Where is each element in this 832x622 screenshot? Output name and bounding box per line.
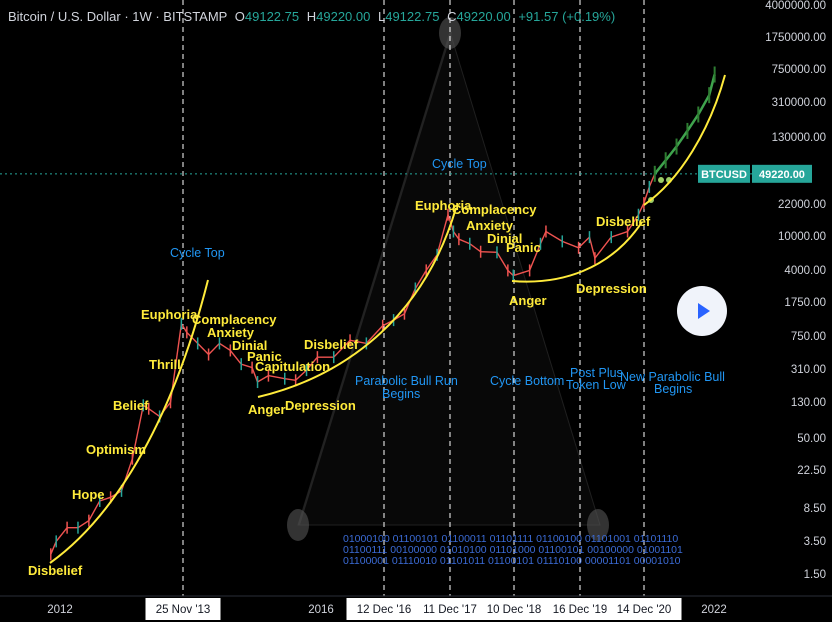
y-tick-label: 22000.00 [778,199,826,211]
ticker-badge [698,164,750,183]
cycle-phase-label: Disbelief [28,563,83,578]
y-tick-label: 1.50 [804,569,826,581]
x-tick-label: 2012 [47,604,73,616]
price-badge-value: 49220.00 [759,169,805,181]
binary-text-line: 01100111 00100000 01010100 01101000 0110… [343,544,683,556]
close-value: 49220.00 [456,9,511,24]
play-icon [698,303,710,319]
low-value: 49122.75 [385,9,440,24]
cycle-phase-label: Depression [576,281,647,296]
projection-dot [658,177,664,183]
y-tick-label: 750.00 [791,331,826,343]
x-tick-highlight [346,598,422,620]
ticker-badge-label: BTCUSD [701,169,747,181]
x-tick-label: 2016 [308,604,334,616]
y-tick-label: 22.50 [797,465,826,477]
cycle-annotation: New Parabolic Bull [620,370,725,384]
y-tick-label: 310.00 [791,364,826,376]
x-tick-label: 11 Dec '17 [423,604,477,616]
cycle-phase-label: Euphoria [141,307,198,322]
y-tick-label: 3.50 [804,536,826,548]
cycle-phase-label: Optimism [86,442,146,457]
symbol-title: Bitcoin / U.S. Dollar · 1W · BITSTAMP [8,9,228,24]
high-label: H [306,9,317,24]
cycle-phase-label: Anxiety [466,218,514,233]
y-tick-label: 310000.00 [772,97,826,109]
cycle-phase-label: Thrill [149,357,181,372]
cycle-annotation: Begins [654,382,692,396]
y-tick-label: 4000.00 [784,265,826,277]
parabolic-curve [257,207,457,398]
change-value: +91.57 (+0.19%) [518,9,616,24]
y-tick-label: 50.00 [797,433,826,445]
y-tick-label: 4000000.00 [765,0,826,12]
price-badge [752,164,812,183]
cycle-phase-label: Hope [72,487,105,502]
cycle-phase-label: Depression [285,398,356,413]
parabolic-curve [49,279,209,564]
parabolic-curve [643,74,726,206]
cycle-phase-label: Dinial [232,338,267,353]
y-tick-label: 130.00 [791,397,826,409]
cycle-phase-label: Dinial [487,231,522,246]
low-label: L [377,9,386,24]
cycle-annotation: Parabolic Bull Run [355,374,458,388]
cycle-phase-label: Capitulation [255,359,330,374]
cycle-annotation: Cycle Top [170,246,225,260]
x-tick-label: 10 Dec '18 [487,604,542,616]
x-tick-label: 12 Dec '16 [357,604,412,616]
chart-header: Bitcoin / U.S. Dollar · 1W · BITSTAMP O4… [8,9,615,24]
x-tick-highlight [476,598,552,620]
y-tick-label: 130000.00 [772,132,826,144]
binary-text-line: 01100001 01110010 01101011 01100101 0111… [343,555,681,567]
y-tick-label: 750000.00 [772,64,826,76]
cycle-phase-label: Complacency [452,202,537,217]
high-value: 49220.00 [316,9,371,24]
y-tick-label: 10000.00 [778,231,826,243]
cycle-annotation: Begins [382,387,420,401]
cycle-phase-label: Complacency [192,312,277,327]
cycle-phase-label: Panic [506,240,541,255]
cycle-phase-label: Anxiety [207,325,255,340]
x-tick-label: 25 Nov '13 [156,604,211,616]
cycle-phase-label: Disbelief [596,214,651,229]
x-tick-highlight [606,598,682,620]
close-label: C [447,9,457,24]
cycle-annotation: Cycle Top [432,157,487,171]
x-tick-highlight [412,598,488,620]
cycle-annotation: Token Low [566,378,627,392]
x-tick-highlight [542,598,618,620]
y-tick-label: 8.50 [804,503,826,515]
x-tick-label: 2022 [701,604,727,616]
x-tick-label: 14 Dec '20 [617,604,672,616]
cycle-phase-label: Panic [247,349,282,364]
y-tick-label: 1750000.00 [765,32,826,44]
x-tick-label: 16 Dec '19 [553,604,608,616]
open-value: 49122.75 [244,9,300,24]
cycle-phase-label: Belief [113,398,149,413]
cycle-phase-label: Disbelief [304,337,359,352]
price-series-projected [653,74,716,175]
binary-text-line: 01000100 01100101 01100011 01101111 0110… [343,533,678,545]
x-tick-highlight [145,598,221,620]
open-label: O [234,9,245,24]
cycle-phase-label: Anger [509,293,547,308]
y-tick-label: 1750.00 [784,297,826,309]
cycle-phase-label: Anger [248,402,286,417]
play-button[interactable] [677,286,727,336]
parabolic-curve [511,221,643,283]
cycle-annotation: Cycle Bottom [490,374,564,388]
cycle-annotation: Post Plus [570,366,623,380]
cycle-phase-label: Euphoria [415,198,472,213]
